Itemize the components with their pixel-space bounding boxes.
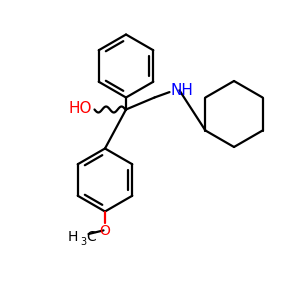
Text: O: O [100, 224, 110, 239]
Text: 3: 3 [80, 237, 86, 247]
Text: NH: NH [171, 83, 194, 98]
Text: HO: HO [68, 100, 92, 116]
Text: H: H [68, 230, 78, 244]
Text: C: C [86, 230, 96, 244]
